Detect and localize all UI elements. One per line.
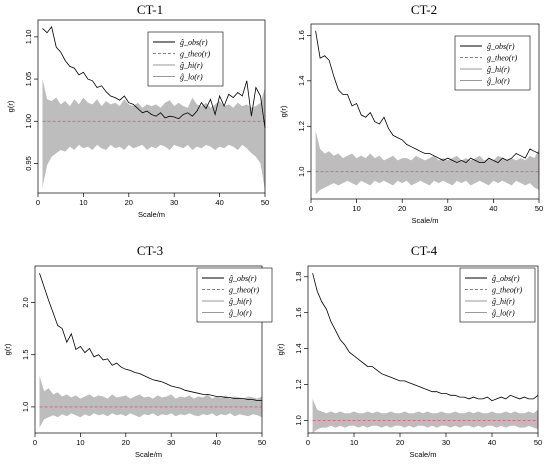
plot-frame [34, 265, 263, 434]
y-tick-label: 1.8 [294, 272, 303, 282]
x-tick-label: 30 [444, 204, 452, 213]
legend-label-obs: ĝ_obs(r) [229, 274, 257, 283]
x-tick-label: 30 [442, 438, 450, 447]
legend-box [454, 35, 531, 91]
y-tick-label: 1.05 [24, 72, 33, 87]
y-tick-label: 1.0 [21, 402, 30, 412]
legend-label-lo: ĝ_lo(r) [229, 309, 252, 318]
plot-frame [37, 19, 266, 194]
legend-label-theo: g_theo(r) [487, 54, 518, 63]
panel-4: CT-4 0 10 20 30 40 50 1.0 1.2 1.4 1.6 1.8 Scale/m g(r… [276, 243, 542, 459]
x-tick-label: 50 [535, 204, 543, 213]
x-tick-label: 20 [398, 204, 406, 213]
legend-label-hi: ĝ_hi(r) [180, 61, 203, 70]
panel-1: CT-1 0 10 20 30 40 50 0.95 1.00 1.05 1.10 Scale/m g(… [6, 2, 269, 219]
envelope-band [39, 375, 262, 428]
legend: ĝ_obs(r) g_theo(r) ĝ_hi(r) ĝ_lo(r) [147, 31, 224, 87]
observed-line [315, 30, 540, 164]
y-tick-label: 1.6 [297, 30, 306, 40]
y-axis-label: g(r) [276, 343, 285, 355]
x-tick-label: 0 [33, 438, 37, 447]
y-tick-label: 1.2 [294, 379, 303, 389]
y-axis-label: g(r) [279, 105, 288, 117]
legend-label-theo: g_theo(r) [180, 50, 211, 59]
legend-label-hi: ĝ_hi(r) [229, 297, 252, 306]
panel-title: CT-3 [137, 243, 163, 258]
x-tick-label: 0 [306, 438, 310, 447]
y-tick-label: 1.2 [297, 121, 306, 131]
x-tick-label: 10 [350, 438, 358, 447]
panel-3: CT-3 0 10 20 30 40 50 1.0 1.5 2.0 Scale/m g(r) ĝ_obs… [3, 243, 273, 459]
x-tick-label: 40 [215, 198, 223, 207]
legend: ĝ_obs(r) g_theo(r) ĝ_hi(r) ĝ_lo(r) [454, 35, 531, 91]
x-tick-label: 10 [76, 438, 84, 447]
x-tick-label: 40 [488, 438, 496, 447]
observed-line [42, 25, 266, 129]
y-tick-label: 1.5 [21, 350, 30, 360]
observed-line [39, 273, 262, 402]
legend-label-theo: g_theo(r) [492, 286, 523, 295]
panel-title: CT-2 [411, 2, 437, 17]
y-tick-label: 2.0 [21, 297, 30, 307]
x-tick-label: 20 [122, 438, 130, 447]
legend-label-obs: ĝ_obs(r) [487, 42, 515, 51]
y-tick-label: 1.10 [24, 30, 33, 45]
x-tick-label: 0 [309, 204, 313, 213]
legend-label-lo: ĝ_lo(r) [492, 309, 515, 318]
x-tick-label: 10 [79, 198, 87, 207]
legend-box [459, 267, 536, 323]
x-tick-label: 20 [396, 438, 404, 447]
x-tick-label: 40 [489, 204, 497, 213]
legend-label-hi: ĝ_hi(r) [487, 65, 510, 74]
x-tick-label: 50 [258, 438, 266, 447]
plot-frame [310, 23, 540, 200]
plot-frame [307, 265, 539, 434]
panel-title: CT-4 [411, 243, 438, 258]
x-tick-label: 30 [170, 198, 178, 207]
envelope-band [315, 130, 539, 195]
y-tick-label: 1.4 [297, 76, 306, 86]
x-tick-label: 40 [212, 438, 220, 447]
legend-label-hi: ĝ_hi(r) [492, 297, 515, 306]
x-axis-label: Scale/m [411, 216, 438, 225]
y-tick-label: 1.4 [294, 343, 303, 353]
x-axis-label: Scale/m [409, 450, 436, 459]
x-axis-label: Scale/m [138, 210, 165, 219]
x-axis-label: Scale/m [135, 450, 162, 459]
legend: ĝ_obs(r) g_theo(r) ĝ_hi(r) ĝ_lo(r) [196, 267, 273, 323]
envelope-band [312, 398, 538, 433]
legend-label-lo: ĝ_lo(r) [487, 77, 510, 86]
legend: ĝ_obs(r) g_theo(r) ĝ_hi(r) ĝ_lo(r) [459, 267, 536, 323]
legend-label-theo: g_theo(r) [229, 286, 260, 295]
legend-label-obs: ĝ_obs(r) [492, 274, 520, 283]
envelope-band [42, 79, 265, 191]
x-tick-label: 0 [36, 198, 40, 207]
x-tick-label: 10 [352, 204, 360, 213]
legend-box [196, 267, 273, 323]
y-tick-label: 0.95 [24, 156, 33, 171]
x-tick-label: 50 [261, 198, 269, 207]
legend-box [147, 31, 224, 87]
x-tick-label: 20 [125, 198, 133, 207]
x-tick-label: 30 [167, 438, 175, 447]
y-axis-label: g(r) [3, 343, 12, 355]
legend-label-obs: ĝ_obs(r) [180, 38, 208, 47]
panel-2: CT-2 0 10 20 30 40 50 1.0 1.2 1.4 1.6 Scale/m g(r) ĝ_… [279, 2, 543, 225]
y-tick-label: 1.0 [294, 415, 303, 425]
y-tick-label: 1.6 [294, 307, 303, 317]
y-axis-label: g(r) [6, 100, 15, 112]
panel-title: CT-1 [137, 2, 163, 17]
legend-label-lo: ĝ_lo(r) [180, 73, 203, 82]
y-tick-label: 1.00 [24, 114, 33, 129]
y-tick-label: 1.0 [297, 167, 306, 177]
observed-line [312, 273, 539, 402]
x-tick-label: 50 [534, 438, 542, 447]
